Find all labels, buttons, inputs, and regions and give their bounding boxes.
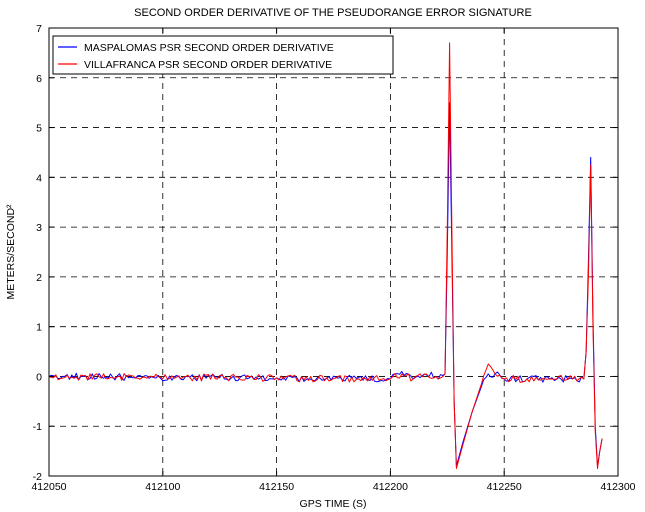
x-tick-label: 412050 — [31, 481, 66, 493]
series-lines — [48, 42, 603, 470]
x-tick-label: 412300 — [600, 481, 635, 493]
y-tick-label: 3 — [36, 222, 42, 234]
x-axis-label: GPS TIME (S) — [300, 498, 367, 510]
x-tick-label: 412100 — [145, 481, 180, 493]
series-line-maspalomas — [48, 102, 603, 467]
axis-ticks: 412050 412100 412150 412200 412250 412300 -2 -1… — [31, 23, 635, 493]
series-line-villafranca — [48, 42, 603, 470]
chart-title: SECOND ORDER DERIVATIVE OF THE PSEUDORAN… — [134, 7, 532, 19]
x-tick-label: 412150 — [259, 481, 294, 493]
y-tick-label: -2 — [33, 471, 42, 483]
y-tick-label: -1 — [33, 421, 42, 433]
x-tick-label: 412250 — [487, 481, 522, 493]
y-tick-label: 5 — [36, 123, 42, 135]
plot-frame — [48, 27, 619, 477]
y-tick-label: 6 — [36, 73, 42, 85]
legend-label-maspalomas: MASPALOMAS PSR SECOND ORDER DERIVATIVE — [84, 42, 334, 54]
x-tick-label: 412200 — [373, 481, 408, 493]
y-tick-label: 7 — [36, 23, 42, 35]
y-axis-label: METERS/SECOND² — [5, 204, 17, 300]
legend-box — [52, 35, 394, 75]
legend: MASPALOMAS PSR SECOND ORDER DERIVATIVE V… — [52, 35, 394, 75]
y-tick-label: 0 — [36, 371, 42, 383]
y-tick-label: 1 — [36, 322, 42, 334]
grid-lines — [49, 28, 618, 476]
y-tick-label: 2 — [36, 272, 42, 284]
legend-label-villafranca: VILLAFRANCA PSR SECOND ORDER DERIVATIVE — [84, 59, 332, 71]
y-tick-label: 4 — [36, 172, 42, 184]
